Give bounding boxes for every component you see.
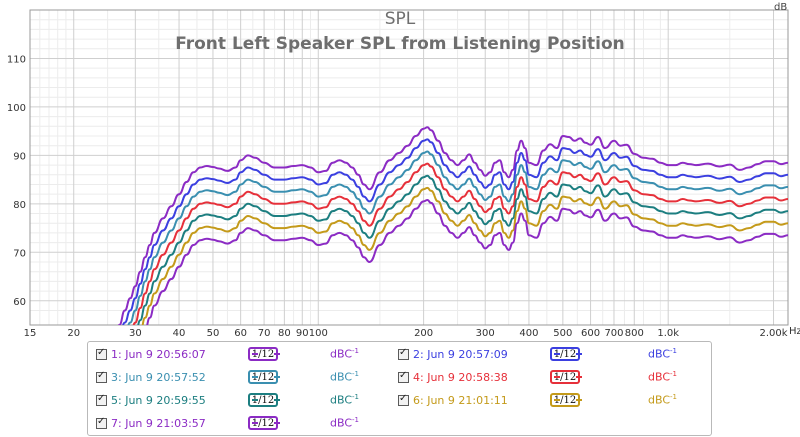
x-tick-label: 90 xyxy=(296,328,309,339)
smoothing-badge[interactable]: 1/12 xyxy=(248,370,281,384)
y-axis-label: dB xyxy=(774,2,788,13)
x-tick-label: 600 xyxy=(581,328,600,339)
smoothing-label: 1/12 xyxy=(553,372,577,383)
chart-subtitle: Front Left Speaker SPL from Listening Po… xyxy=(175,34,625,54)
legend-label: 6: Jun 9 21:01:11 xyxy=(413,393,508,407)
legend-checkbox[interactable] xyxy=(96,370,107,383)
legend-item-6[interactable]: 6: Jun 9 21:01:11 xyxy=(398,390,508,410)
smoothing-badge[interactable]: 1/12 xyxy=(550,347,583,361)
x-axis-unit: Hz xyxy=(789,326,800,337)
legend-checkbox[interactable] xyxy=(96,416,107,429)
x-tick-label: 500 xyxy=(553,328,572,339)
unit-superscript: -1 xyxy=(352,370,360,378)
smoothing-label: 1/12 xyxy=(251,372,275,383)
legend-checkbox[interactable] xyxy=(96,393,107,406)
x-tick-label: 800 xyxy=(625,328,644,339)
series-line-7 xyxy=(146,199,788,325)
unit-superscript: -1 xyxy=(670,347,678,355)
legend-unit: dBC-1 xyxy=(330,416,359,430)
plot-border xyxy=(29,9,789,326)
smoothing-label: 1/12 xyxy=(251,418,275,429)
unit-label: dBC xyxy=(330,416,353,430)
x-tick-label: 300 xyxy=(476,328,495,339)
x-tick-label: 50 xyxy=(207,328,220,339)
y-tick-label: 110 xyxy=(7,54,26,65)
legend-label: 3: Jun 9 20:57:52 xyxy=(111,370,206,384)
legend-item-1[interactable]: 1: Jun 9 20:56:07 xyxy=(96,344,206,364)
legend-item-3[interactable]: 3: Jun 9 20:57:52 xyxy=(96,367,206,387)
plot-area xyxy=(30,10,788,325)
series-line-1 xyxy=(117,126,788,325)
legend-unit: dBC-1 xyxy=(648,393,677,407)
unit-label: dBC xyxy=(330,370,353,384)
legend-label: 4: Jun 9 20:58:38 xyxy=(413,370,508,384)
x-tick-label: 80 xyxy=(278,328,291,339)
legend-label: 2: Jun 9 20:57:09 xyxy=(413,347,508,361)
legend-label: 5: Jun 9 20:59:55 xyxy=(111,393,206,407)
x-tick-label: 60 xyxy=(234,328,247,339)
x-tick-label: 700 xyxy=(604,328,623,339)
x-tick-label: 100 xyxy=(309,328,328,339)
legend-unit: dBC-1 xyxy=(648,347,677,361)
smoothing-badge[interactable]: 1/12 xyxy=(550,393,583,407)
legend-checkbox[interactable] xyxy=(398,393,409,406)
legend-item-7[interactable]: 7: Jun 9 21:03:57 xyxy=(96,413,206,433)
x-tick-label: 20 xyxy=(67,328,80,339)
unit-label: dBC xyxy=(330,347,353,361)
smoothing-label: 1/12 xyxy=(251,349,275,360)
legend-item-2[interactable]: 2: Jun 9 20:57:09 xyxy=(398,344,508,364)
unit-superscript: -1 xyxy=(352,416,360,424)
smoothing-label: 1/12 xyxy=(251,395,275,406)
x-tick-label: 15 xyxy=(24,328,37,339)
legend-checkbox[interactable] xyxy=(96,347,107,360)
legend-label: 1: Jun 9 20:56:07 xyxy=(111,347,206,361)
unit-superscript: -1 xyxy=(670,393,678,401)
unit-superscript: -1 xyxy=(352,393,360,401)
legend-checkbox[interactable] xyxy=(398,370,409,383)
smoothing-badge[interactable]: 1/12 xyxy=(248,393,281,407)
smoothing-badge[interactable]: 1/12 xyxy=(248,347,281,361)
series-line-3 xyxy=(127,150,788,325)
x-tick-label: 1.0k xyxy=(657,328,679,339)
legend-checkbox[interactable] xyxy=(398,347,409,360)
x-tick-label: 30 xyxy=(129,328,142,339)
unit-label: dBC xyxy=(330,393,353,407)
unit-superscript: -1 xyxy=(352,347,360,355)
series-group xyxy=(117,126,788,325)
legend-item-5[interactable]: 5: Jun 9 20:59:55 xyxy=(96,390,206,410)
y-tick-label: 100 xyxy=(7,103,26,114)
unit-label: dBC xyxy=(648,393,671,407)
smoothing-label: 1/12 xyxy=(553,349,577,360)
series-line-4 xyxy=(132,162,788,325)
legend-unit: dBC-1 xyxy=(648,370,677,384)
x-tick-label: 200 xyxy=(414,328,433,339)
x-tick-label: 2.00k xyxy=(759,328,787,339)
series-line-5 xyxy=(137,174,788,325)
legend-unit: dBC-1 xyxy=(330,370,359,384)
unit-label: dBC xyxy=(648,370,671,384)
x-tick-label: 40 xyxy=(173,328,186,339)
legend-label: 7: Jun 9 21:03:57 xyxy=(111,416,206,430)
y-tick-label: 60 xyxy=(13,297,26,308)
legend-item-4[interactable]: 4: Jun 9 20:58:38 xyxy=(398,367,508,387)
chart-title: SPL xyxy=(384,9,416,29)
x-tick-label: 400 xyxy=(519,328,538,339)
x-tick-label: 70 xyxy=(258,328,271,339)
y-tick-label: 90 xyxy=(13,151,26,162)
y-tick-label: 80 xyxy=(13,200,26,211)
unit-label: dBC xyxy=(648,347,671,361)
smoothing-badge[interactable]: 1/12 xyxy=(248,416,281,430)
series-line-2 xyxy=(122,138,788,325)
y-tick-label: 70 xyxy=(13,248,26,259)
smoothing-label: 1/12 xyxy=(553,395,577,406)
legend-unit: dBC-1 xyxy=(330,393,359,407)
series-line-6 xyxy=(141,186,788,325)
unit-superscript: -1 xyxy=(670,370,678,378)
smoothing-badge[interactable]: 1/12 xyxy=(550,370,583,384)
legend-unit: dBC-1 xyxy=(330,347,359,361)
